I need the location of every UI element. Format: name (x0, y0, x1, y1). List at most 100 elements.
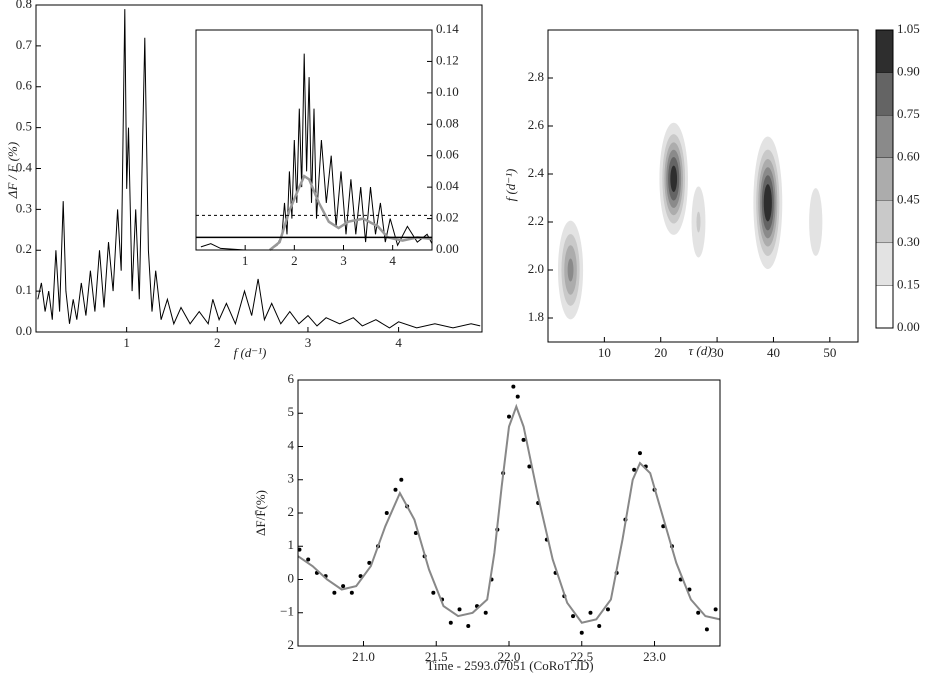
data-point (332, 590, 337, 595)
data-point (483, 610, 488, 615)
x-tick-label: 30 (711, 345, 724, 360)
data-point (511, 384, 516, 389)
data-point (597, 624, 602, 629)
data-point (571, 614, 576, 619)
contour-band (809, 188, 823, 256)
data-point (515, 394, 520, 399)
y-tick-label: 0 (288, 570, 295, 585)
y-tick-label: 0.4 (16, 159, 33, 174)
data-point (384, 511, 389, 515)
y-tick-label: 0.2 (16, 241, 32, 256)
data-point (341, 584, 346, 589)
data-point (349, 590, 354, 595)
x-tick-label: 20 (654, 345, 667, 360)
y-axis-label: ΔF/F̄(%) (253, 490, 268, 536)
contour-band (670, 165, 678, 193)
data-point (661, 524, 666, 529)
data-point (605, 607, 610, 612)
y-axis-label: ΔF / F (%) (5, 142, 20, 199)
y-tick-label: 0.12 (436, 52, 459, 67)
x-tick-label: 21.0 (352, 649, 375, 664)
x-tick-label: 22.0 (498, 649, 521, 664)
inset-background (196, 30, 432, 250)
y-axis-label: f (d⁻¹) (503, 169, 518, 202)
colorbar-band (875, 285, 894, 329)
colorbar-tick-label: 0.75 (897, 106, 920, 121)
data-line (269, 174, 433, 251)
y-tick-label: 0.1 (16, 282, 32, 297)
data-line (37, 9, 481, 329)
data-point (696, 610, 701, 615)
y-tick-label: 1 (288, 537, 295, 552)
contour-band (696, 211, 701, 233)
plot-frame (297, 379, 721, 647)
x-tick-label: 21.5 (425, 649, 448, 664)
y-tick-label: 0.14 (436, 21, 459, 36)
data-point (713, 607, 718, 612)
data-point (306, 557, 311, 562)
data-point (448, 620, 453, 625)
y-tick-label: 0.0 (16, 323, 32, 338)
contour-layer (557, 122, 823, 320)
y-tick-label: 0.02 (436, 210, 459, 225)
plot-frame (547, 29, 859, 343)
y-tick-label: 2.6 (528, 117, 545, 132)
colorbar-band (875, 114, 894, 158)
y-tick-label: 2.2 (528, 213, 544, 228)
data-point (704, 627, 709, 632)
x-axis-label: f (d⁻¹) (234, 345, 267, 360)
colorbar-tick-label: 0.90 (897, 64, 920, 79)
data-line (200, 53, 433, 251)
data-point (367, 560, 372, 565)
y-tick-label: 0.6 (16, 78, 33, 93)
y-tick-label: 0.00 (436, 241, 459, 256)
colorbar-band (875, 200, 894, 244)
y-tick-label: 0.8 (16, 0, 32, 11)
x-tick-label: 1 (242, 253, 249, 268)
y-tick-label: −1 (280, 604, 294, 619)
data-point (431, 590, 436, 595)
data-line (297, 403, 721, 624)
x-tick-label: 50 (823, 345, 836, 360)
data-point (588, 610, 593, 615)
contour-band (567, 258, 574, 282)
data-point (457, 607, 462, 612)
data-point (637, 451, 642, 456)
x-tick-label: 23.0 (643, 649, 666, 664)
data-point (507, 414, 511, 419)
colorbar-band (875, 157, 894, 201)
plot-frame (35, 4, 483, 333)
y-tick-label: 3 (288, 471, 295, 486)
x-tick-label: 40 (767, 345, 780, 360)
colorbar-frame (875, 29, 894, 329)
data-point (466, 624, 471, 629)
y-tick-label: 0.5 (16, 119, 32, 134)
x-tick-label: 4 (395, 335, 402, 350)
y-tick-label: 6 (288, 371, 295, 386)
x-tick-label: 1 (123, 335, 130, 350)
data-point (521, 437, 526, 442)
data-point (579, 630, 584, 635)
x-tick-label: 22.5 (570, 649, 593, 664)
y-tick-label: 0.10 (436, 84, 459, 99)
y-tick-label: 0.04 (436, 178, 459, 193)
data-point (413, 530, 418, 535)
colorbar-tick-label: 0.30 (897, 234, 920, 249)
contour-band (763, 184, 772, 222)
x-tick-label: 3 (305, 335, 312, 350)
data-point (399, 477, 404, 482)
x-axis-label: Time - 2593.07051 (CoRoT JD) (426, 658, 593, 673)
y-tick-label: 2 (288, 504, 295, 519)
data-point (393, 487, 398, 492)
colorbar-band (875, 72, 894, 116)
x-tick-label: 4 (389, 253, 396, 268)
y-tick-label: 0.06 (436, 147, 459, 162)
y-tick-label: 1.8 (528, 309, 544, 324)
x-tick-label: 2 (214, 335, 221, 350)
x-tick-label: 2 (291, 253, 298, 268)
y-tick-label: 0.7 (16, 37, 33, 52)
colorbar-tick-label: 1.05 (897, 21, 920, 36)
data-point (687, 587, 692, 592)
colorbar-band (875, 29, 894, 73)
y-tick-label: 0.3 (16, 200, 32, 215)
